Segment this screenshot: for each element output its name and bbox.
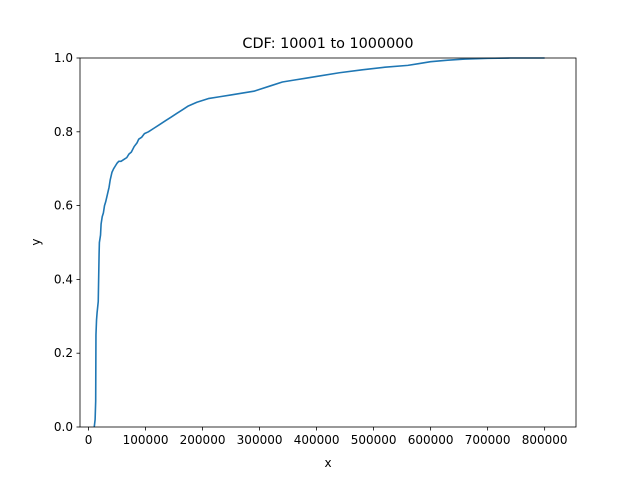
x-tick-label: 800000 bbox=[522, 433, 568, 447]
axes-frame bbox=[79, 57, 577, 428]
y-tick-label: 0.6 bbox=[54, 199, 73, 213]
y-tick-label: 1.0 bbox=[54, 51, 73, 65]
x-tick-label: 400000 bbox=[294, 433, 340, 447]
y-tick-label: 0.8 bbox=[54, 125, 73, 139]
plot-area bbox=[80, 58, 576, 427]
x-tick-label: 700000 bbox=[465, 433, 511, 447]
chart-title: CDF: 10001 to 1000000 bbox=[242, 36, 413, 52]
x-tick-label: 600000 bbox=[408, 433, 454, 447]
y-tick-label: 0.0 bbox=[54, 420, 73, 434]
y-tick-label: 0.2 bbox=[54, 346, 73, 360]
cdf-series-line bbox=[93, 57, 545, 428]
ticks-layer: 0 100000 200000 300000 400000 500000 600000 700… bbox=[54, 51, 568, 447]
x-tick-label: 0 bbox=[85, 433, 93, 447]
x-tick-label: 200000 bbox=[180, 433, 226, 447]
x-tick-label: 100000 bbox=[123, 433, 169, 447]
x-axis-label: x bbox=[324, 456, 331, 470]
x-tick-label: 300000 bbox=[237, 433, 283, 447]
y-axis-label: y bbox=[29, 238, 43, 245]
x-tick-label: 500000 bbox=[351, 433, 397, 447]
data-layer bbox=[93, 57, 545, 428]
y-tick-label: 0.4 bbox=[54, 272, 73, 286]
